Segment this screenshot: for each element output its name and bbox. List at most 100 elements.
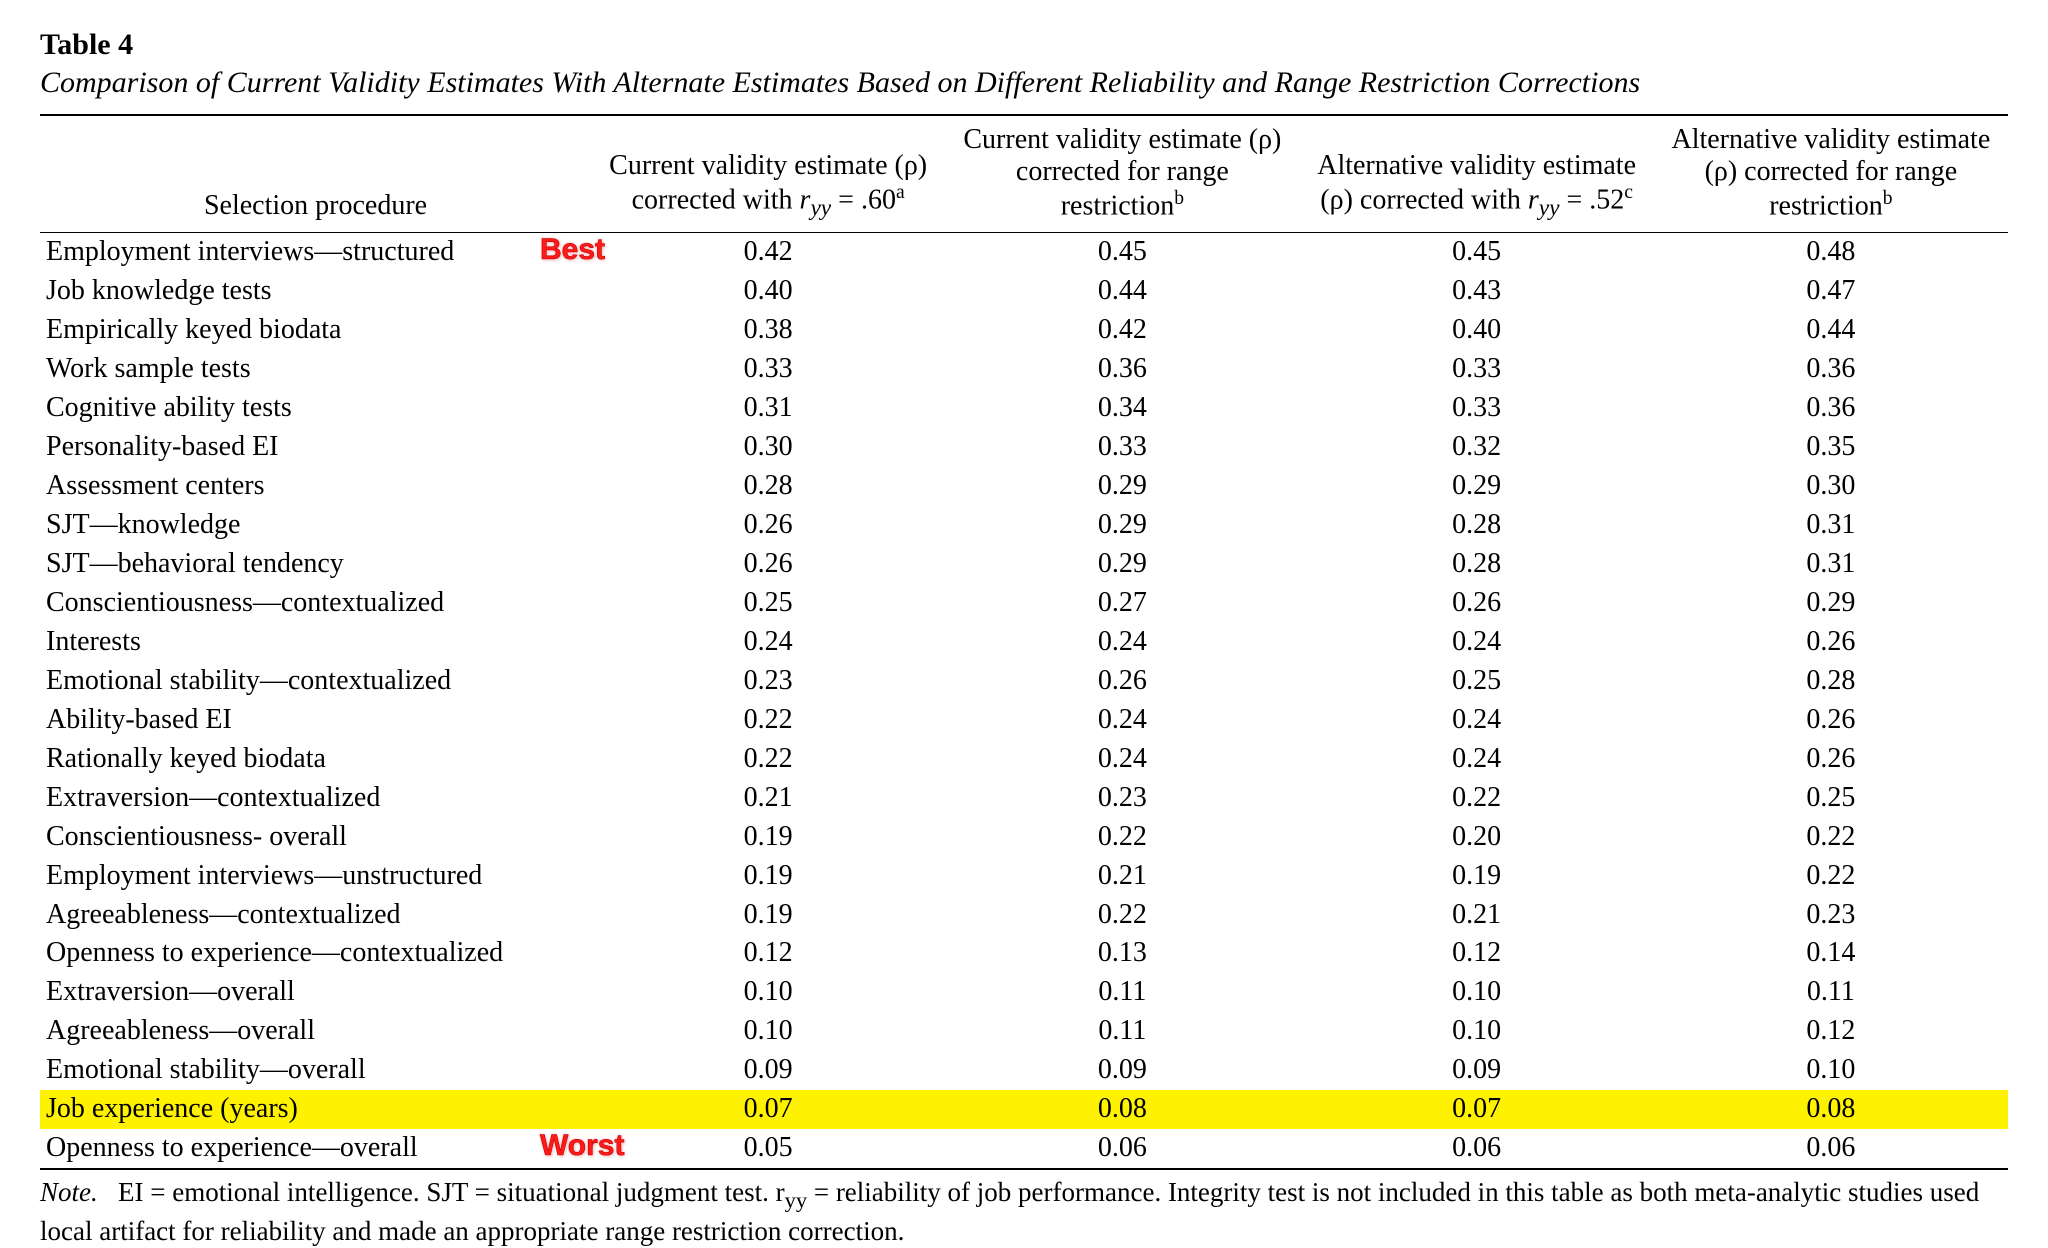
row-value-2: 0.29 [945, 545, 1299, 584]
row-value-1: 0.10 [591, 973, 945, 1012]
row-value-3: 0.40 [1300, 311, 1654, 350]
table-row: Cognitive ability tests0.310.340.330.36 [40, 389, 2008, 428]
col-header-alt-52: Alternative validity estimate (ρ) correc… [1300, 115, 1654, 233]
table-row: Job experience (years)0.070.080.070.08 [40, 1090, 2008, 1129]
row-value-4: 0.31 [1654, 506, 2008, 545]
row-value-4: 0.36 [1654, 389, 2008, 428]
table-row: Extraversion—overall0.100.110.100.11 [40, 973, 2008, 1012]
row-selection-procedure: Personality-based EI [40, 428, 591, 467]
row-value-2: 0.26 [945, 662, 1299, 701]
table-body: Employment interviews—structuredBest0.42… [40, 233, 2008, 1169]
row-value-2: 0.27 [945, 584, 1299, 623]
row-value-2: 0.34 [945, 389, 1299, 428]
row-value-4: 0.14 [1654, 934, 2008, 973]
row-selection-procedure: Job experience (years) [40, 1090, 591, 1129]
table-row: Conscientiousness- overall0.190.220.200.… [40, 818, 2008, 857]
row-value-1: 0.22 [591, 740, 945, 779]
validity-table: Selection procedure Current validity est… [40, 114, 2008, 1170]
col-header-alt-rr: Alternative validity estimate (ρ) correc… [1654, 115, 2008, 233]
row-value-2: 0.11 [945, 1012, 1299, 1051]
row-selection-procedure: Empirically keyed biodata [40, 311, 591, 350]
row-selection-procedure: Employment interviews—unstructured [40, 857, 591, 896]
row-selection-procedure: Conscientiousness—contextualized [40, 584, 591, 623]
table-row: Employment interviews—unstructured0.19 0.… [40, 857, 2008, 896]
row-value-4: 0.47 [1654, 272, 2008, 311]
table-row: Openness to experience—contextualized0.1… [40, 934, 2008, 973]
row-value-3: 0.12 [1300, 934, 1654, 973]
row-value-1: 0.19 [591, 857, 945, 896]
row-value-3: 0.24 [1300, 623, 1654, 662]
row-value-3: 0.29 [1300, 467, 1654, 506]
table-row: Emotional stability—overall0.090.090.090… [40, 1051, 2008, 1090]
row-value-2: 0.33 [945, 428, 1299, 467]
row-value-4: 0.10 [1654, 1051, 2008, 1090]
row-selection-procedure: Work sample tests [40, 350, 591, 389]
table-row: Emotional stability—contextualized0.230.… [40, 662, 2008, 701]
row-value-1: 0.09 [591, 1051, 945, 1090]
row-value-4: 0.30 [1654, 467, 2008, 506]
row-selection-procedure: Emotional stability—contextualized [40, 662, 591, 701]
row-selection-procedure: Assessment centers [40, 467, 591, 506]
row-value-3: 0.21 [1300, 896, 1654, 935]
table-row: Job knowledge tests0.400.440.430.47 [40, 272, 2008, 311]
row-value-1: 0.30 [591, 428, 945, 467]
row-value-1: 0.31 [591, 389, 945, 428]
row-value-4: 0.31 [1654, 545, 2008, 584]
row-value-3: 0.32 [1300, 428, 1654, 467]
row-selection-procedure: Ability-based EI [40, 701, 591, 740]
row-value-2: 0.23 [945, 779, 1299, 818]
row-value-2: 0.08 [945, 1090, 1299, 1129]
row-value-4: 0.22 [1654, 857, 2008, 896]
row-value-1: 0.21 [591, 779, 945, 818]
row-value-2: 0.42 [945, 311, 1299, 350]
row-value-1: 0.40 [591, 272, 945, 311]
row-value-1: 0.25 [591, 584, 945, 623]
row-value-2: 0.24 [945, 740, 1299, 779]
table-row: Agreeableness—overall0.100.110.100.12 [40, 1012, 2008, 1051]
row-value-2: 0.13 [945, 934, 1299, 973]
row-value-3: 0.24 [1300, 740, 1654, 779]
row-value-1: 0.19 [591, 818, 945, 857]
row-value-3: 0.22 [1300, 779, 1654, 818]
table-row: Assessment centers0.280.290.290.30 [40, 467, 2008, 506]
row-value-3: 0.28 [1300, 545, 1654, 584]
row-value-4: 0.44 [1654, 311, 2008, 350]
row-value-2: 0.09 [945, 1051, 1299, 1090]
row-value-3: 0.07 [1300, 1090, 1654, 1129]
col-header-selection: Selection procedure [40, 115, 591, 233]
table-label: Table 4 [40, 28, 2008, 62]
row-selection-procedure: Agreeableness—contextualized [40, 896, 591, 935]
table-note: Note. EI = emotional intelligence. SJT =… [40, 1176, 2008, 1248]
row-value-2: 0.06 [945, 1129, 1299, 1169]
row-value-1: 0.26 [591, 545, 945, 584]
row-value-1: 0.33 [591, 350, 945, 389]
row-value-3: 0.09 [1300, 1051, 1654, 1090]
row-value-1: 0.42 [591, 233, 945, 272]
row-value-1: 0.07 [591, 1090, 945, 1129]
row-value-4: 0.36 [1654, 350, 2008, 389]
table-row: Agreeableness—contextualized0.190.220.21… [40, 896, 2008, 935]
row-selection-procedure: Conscientiousness- overall [40, 818, 591, 857]
row-value-3: 0.33 [1300, 350, 1654, 389]
row-value-2: 0.45 [945, 233, 1299, 272]
row-value-1: 0.19 [591, 896, 945, 935]
row-value-4: 0.08 [1654, 1090, 2008, 1129]
row-value-1: 0.12 [591, 934, 945, 973]
row-value-4: 0.12 [1654, 1012, 2008, 1051]
row-value-3: 0.10 [1300, 973, 1654, 1012]
row-value-2: 0.24 [945, 623, 1299, 662]
row-selection-procedure: Cognitive ability tests [40, 389, 591, 428]
table-row: Employment interviews—structuredBest0.42… [40, 233, 2008, 272]
row-value-2: 0.29 [945, 506, 1299, 545]
row-value-2: 0.22 [945, 818, 1299, 857]
col-header-current-rr: Current validity estimate (ρ) corrected … [945, 115, 1299, 233]
row-value-1: 0.10 [591, 1012, 945, 1051]
row-value-3: 0.28 [1300, 506, 1654, 545]
row-value-4: 0.35 [1654, 428, 2008, 467]
row-value-4: 0.26 [1654, 701, 2008, 740]
row-selection-procedure: Employment interviews—structuredBest [40, 233, 591, 272]
row-value-3: 0.25 [1300, 662, 1654, 701]
table-row: Openness to experience—overallWorst0.050… [40, 1129, 2008, 1169]
row-value-4: 0.11 [1654, 973, 2008, 1012]
row-value-2: 0.22 [945, 896, 1299, 935]
